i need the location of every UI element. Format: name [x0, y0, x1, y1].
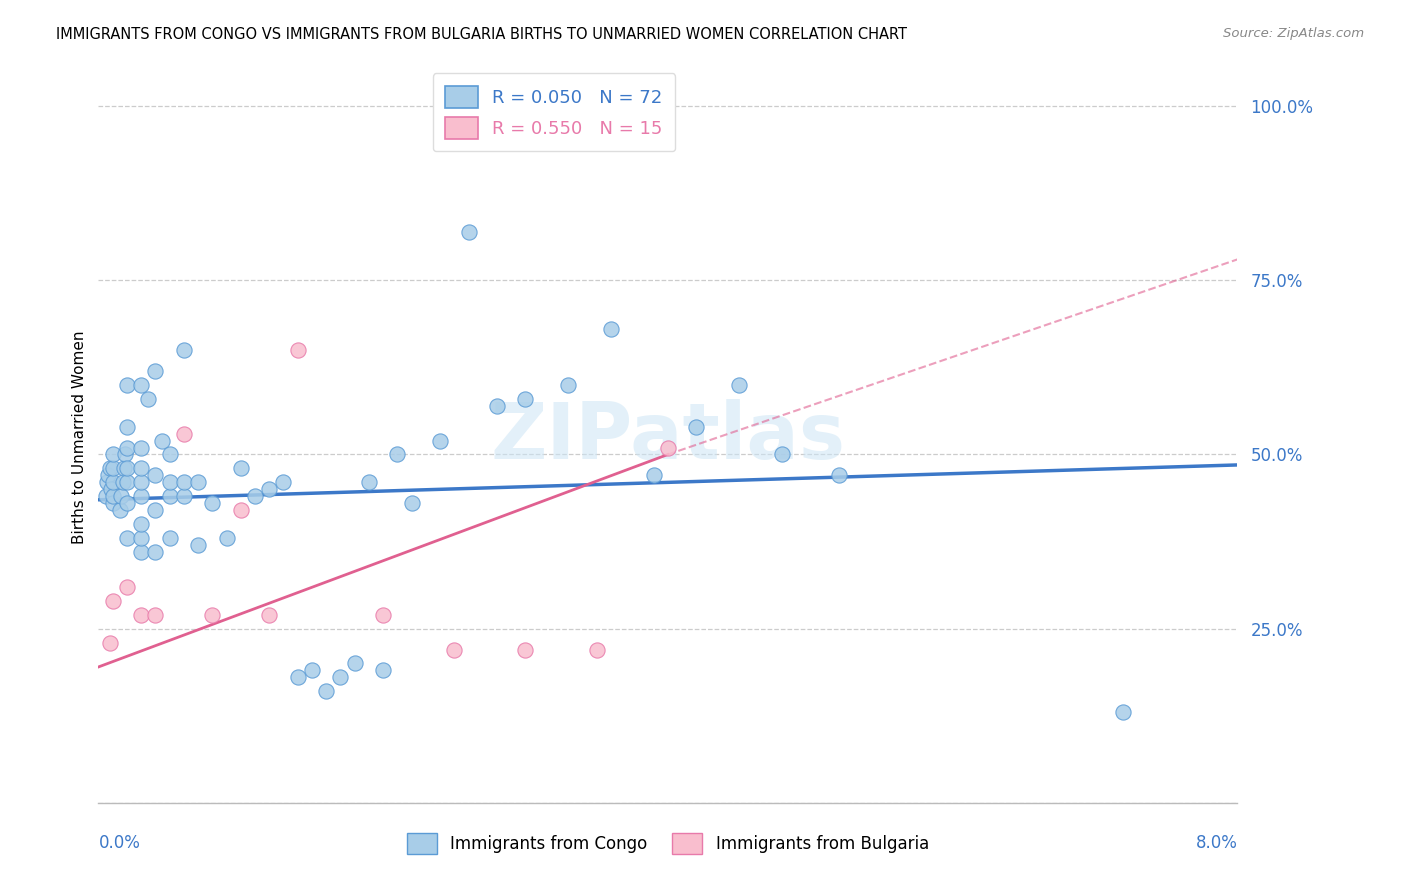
Point	[229, 503, 252, 517]
Text: 8.0%: 8.0%	[1195, 834, 1237, 852]
Point	[557, 377, 579, 392]
Point	[115, 531, 138, 545]
Point	[101, 496, 124, 510]
Point	[1112, 705, 1135, 719]
Point	[145, 607, 167, 622]
Text: IMMIGRANTS FROM CONGO VS IMMIGRANTS FROM BULGARIA BIRTHS TO UNMARRIED WOMEN CORR: IMMIGRANTS FROM CONGO VS IMMIGRANTS FROM…	[56, 27, 907, 42]
Point	[101, 489, 124, 503]
Point	[401, 496, 423, 510]
Point	[145, 503, 167, 517]
Point	[443, 642, 465, 657]
Point	[112, 461, 135, 475]
Point	[243, 489, 266, 503]
Point	[115, 475, 138, 490]
Point	[187, 475, 209, 490]
Point	[685, 419, 707, 434]
Point	[98, 461, 121, 475]
Point	[129, 531, 152, 545]
Point	[287, 343, 309, 357]
Point	[129, 517, 152, 532]
Point	[115, 580, 138, 594]
Point	[273, 475, 295, 490]
Point	[457, 225, 479, 239]
Point	[643, 468, 665, 483]
Point	[111, 475, 134, 490]
Point	[828, 468, 851, 483]
Point	[201, 607, 224, 622]
Y-axis label: Births to Unmarried Women: Births to Unmarried Women	[72, 330, 87, 544]
Point	[115, 377, 138, 392]
Point	[229, 461, 252, 475]
Point	[387, 448, 409, 462]
Point	[115, 461, 138, 475]
Point	[129, 461, 152, 475]
Point	[215, 531, 238, 545]
Point	[114, 448, 136, 462]
Text: 0.0%: 0.0%	[98, 834, 141, 852]
Point	[371, 664, 394, 678]
Point	[145, 468, 167, 483]
Point	[129, 377, 152, 392]
Point	[129, 475, 152, 490]
Point	[515, 392, 537, 406]
Point	[259, 607, 281, 622]
Point	[173, 343, 195, 357]
Legend: Immigrants from Congo, Immigrants from Bulgaria: Immigrants from Congo, Immigrants from B…	[401, 827, 935, 860]
Point	[600, 322, 623, 336]
Point	[159, 448, 181, 462]
Point	[98, 635, 121, 649]
Point	[159, 475, 181, 490]
Point	[96, 475, 118, 490]
Point	[173, 475, 195, 490]
Point	[585, 642, 607, 657]
Point	[101, 594, 124, 608]
Point	[357, 475, 380, 490]
Point	[429, 434, 451, 448]
Point	[108, 503, 131, 517]
Point	[129, 545, 152, 559]
Point	[187, 538, 209, 552]
Point	[173, 489, 195, 503]
Point	[515, 642, 537, 657]
Point	[100, 483, 122, 497]
Point	[486, 399, 509, 413]
Point	[343, 657, 366, 671]
Point	[371, 607, 394, 622]
Point	[101, 475, 124, 490]
Point	[657, 441, 679, 455]
Point	[329, 670, 352, 684]
Point	[259, 483, 281, 497]
Point	[115, 496, 138, 510]
Point	[129, 441, 152, 455]
Point	[115, 441, 138, 455]
Point	[728, 377, 751, 392]
Point	[110, 489, 132, 503]
Point	[136, 392, 159, 406]
Point	[770, 448, 793, 462]
Text: ZIPatlas: ZIPatlas	[491, 399, 845, 475]
Point	[101, 448, 124, 462]
Point	[152, 434, 174, 448]
Point	[159, 489, 181, 503]
Point	[129, 489, 152, 503]
Point	[301, 664, 323, 678]
Point	[159, 531, 181, 545]
Point	[115, 419, 138, 434]
Point	[129, 607, 152, 622]
Point	[97, 468, 120, 483]
Point	[145, 545, 167, 559]
Point	[101, 461, 124, 475]
Point	[201, 496, 224, 510]
Point	[287, 670, 309, 684]
Point	[173, 426, 195, 441]
Point	[315, 684, 337, 698]
Point	[94, 489, 117, 503]
Point	[145, 364, 167, 378]
Text: Source: ZipAtlas.com: Source: ZipAtlas.com	[1223, 27, 1364, 40]
